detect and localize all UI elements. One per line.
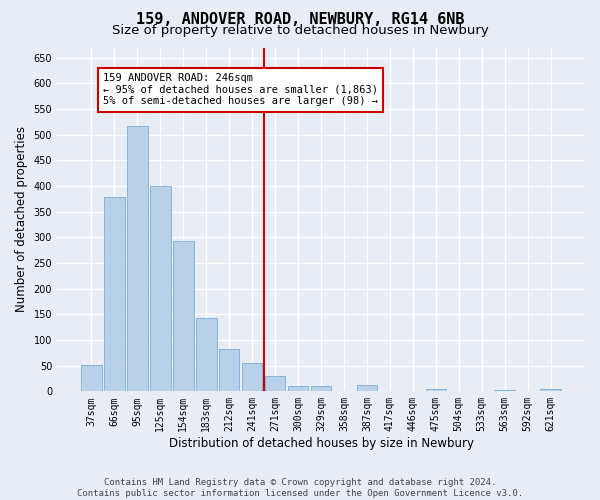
Bar [425,389,446,392]
Bar [81,365,102,392]
Text: 159, ANDOVER ROAD, NEWBURY, RG14 6NB: 159, ANDOVER ROAD, NEWBURY, RG14 6NB [136,12,464,28]
Text: 159 ANDOVER ROAD: 246sqm
← 95% of detached houses are smaller (1,863)
5% of semi: 159 ANDOVER ROAD: 246sqm ← 95% of detach… [103,73,378,106]
Bar [219,348,239,392]
Bar [356,385,377,392]
Bar [311,386,331,392]
Bar [104,198,125,392]
Bar [173,242,194,392]
Bar [494,390,515,392]
Text: Contains HM Land Registry data © Crown copyright and database right 2024.
Contai: Contains HM Land Registry data © Crown c… [77,478,523,498]
Bar [288,386,308,392]
Bar [150,186,170,392]
Text: Size of property relative to detached houses in Newbury: Size of property relative to detached ho… [112,24,488,37]
X-axis label: Distribution of detached houses by size in Newbury: Distribution of detached houses by size … [169,437,473,450]
Bar [242,363,262,392]
Bar [541,390,561,392]
Bar [265,376,286,392]
Bar [196,318,217,392]
Y-axis label: Number of detached properties: Number of detached properties [15,126,28,312]
Bar [127,126,148,392]
